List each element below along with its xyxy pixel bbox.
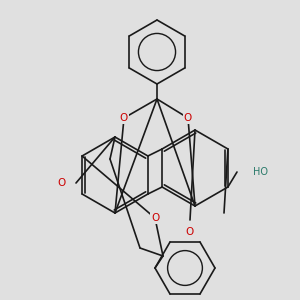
Text: O: O <box>184 113 192 123</box>
Text: O: O <box>58 178 66 188</box>
Text: O: O <box>120 113 128 123</box>
Text: HO: HO <box>253 167 268 177</box>
Text: O: O <box>151 213 159 223</box>
Text: O: O <box>186 227 194 237</box>
